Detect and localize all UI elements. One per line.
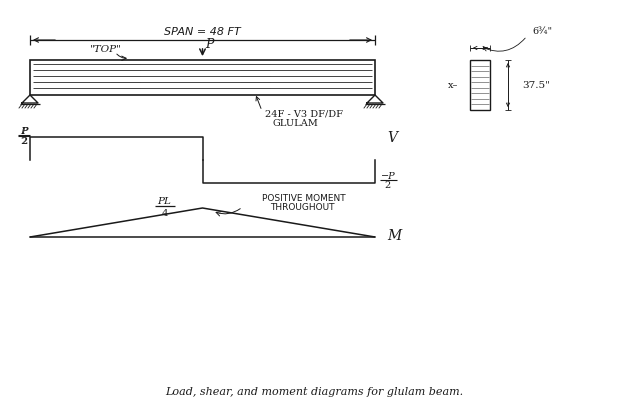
Text: P: P: [21, 127, 27, 136]
Text: P: P: [21, 127, 28, 136]
Text: −P: −P: [381, 172, 396, 181]
Bar: [470, 61, 490, 111]
Text: THROUGHOUT: THROUGHOUT: [271, 203, 335, 212]
Text: 2: 2: [21, 136, 27, 145]
Text: Load, shear, and moment diagrams for glulam beam.: Load, shear, and moment diagrams for glu…: [165, 386, 463, 396]
Text: 24F - V3 DF/DF: 24F - V3 DF/DF: [265, 109, 343, 118]
Text: 4: 4: [161, 209, 168, 218]
Bar: [30, 61, 375, 96]
Text: PL: PL: [158, 197, 171, 206]
Text: GLULAM: GLULAM: [273, 119, 319, 128]
Text: "TOP": "TOP": [90, 45, 122, 53]
Text: 2: 2: [385, 181, 391, 190]
Text: SPAN = 48 FT: SPAN = 48 FT: [164, 27, 241, 37]
Text: 2: 2: [21, 137, 27, 146]
Text: V: V: [387, 131, 397, 145]
Text: POSITIVE MOMENT: POSITIVE MOMENT: [263, 194, 346, 203]
Text: M: M: [387, 228, 401, 243]
Text: 37.5": 37.5": [522, 81, 550, 90]
Text: x–: x–: [448, 81, 458, 90]
Text: 6¾": 6¾": [532, 26, 552, 35]
Text: P: P: [205, 38, 214, 51]
